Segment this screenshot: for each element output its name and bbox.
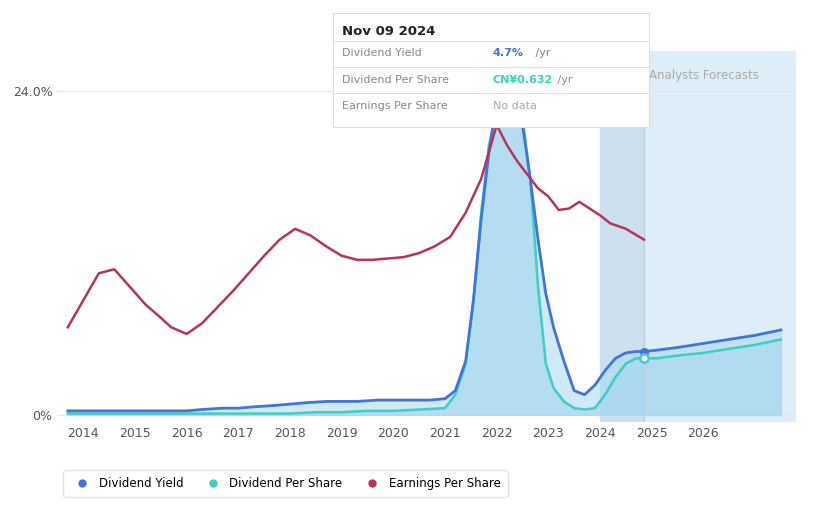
Text: /yr: /yr [554,75,573,85]
Text: /yr: /yr [532,48,551,58]
Text: 4.7%: 4.7% [493,48,524,58]
Text: CN¥0.632: CN¥0.632 [493,75,553,85]
Text: Dividend Per Share: Dividend Per Share [342,75,449,85]
Bar [644,51,796,422]
Bar [600,51,644,422]
Text: Analysts Forecasts: Analysts Forecasts [649,69,759,82]
Text: No data: No data [493,101,536,111]
Text: Earnings Per Share: Earnings Per Share [342,101,448,111]
Text: Dividend Yield: Dividend Yield [342,48,422,58]
Text: Past: Past [611,69,640,82]
Legend: Dividend Yield, Dividend Per Share, Earnings Per Share: Dividend Yield, Dividend Per Share, Earn… [63,470,507,497]
Text: Nov 09 2024: Nov 09 2024 [342,25,436,39]
